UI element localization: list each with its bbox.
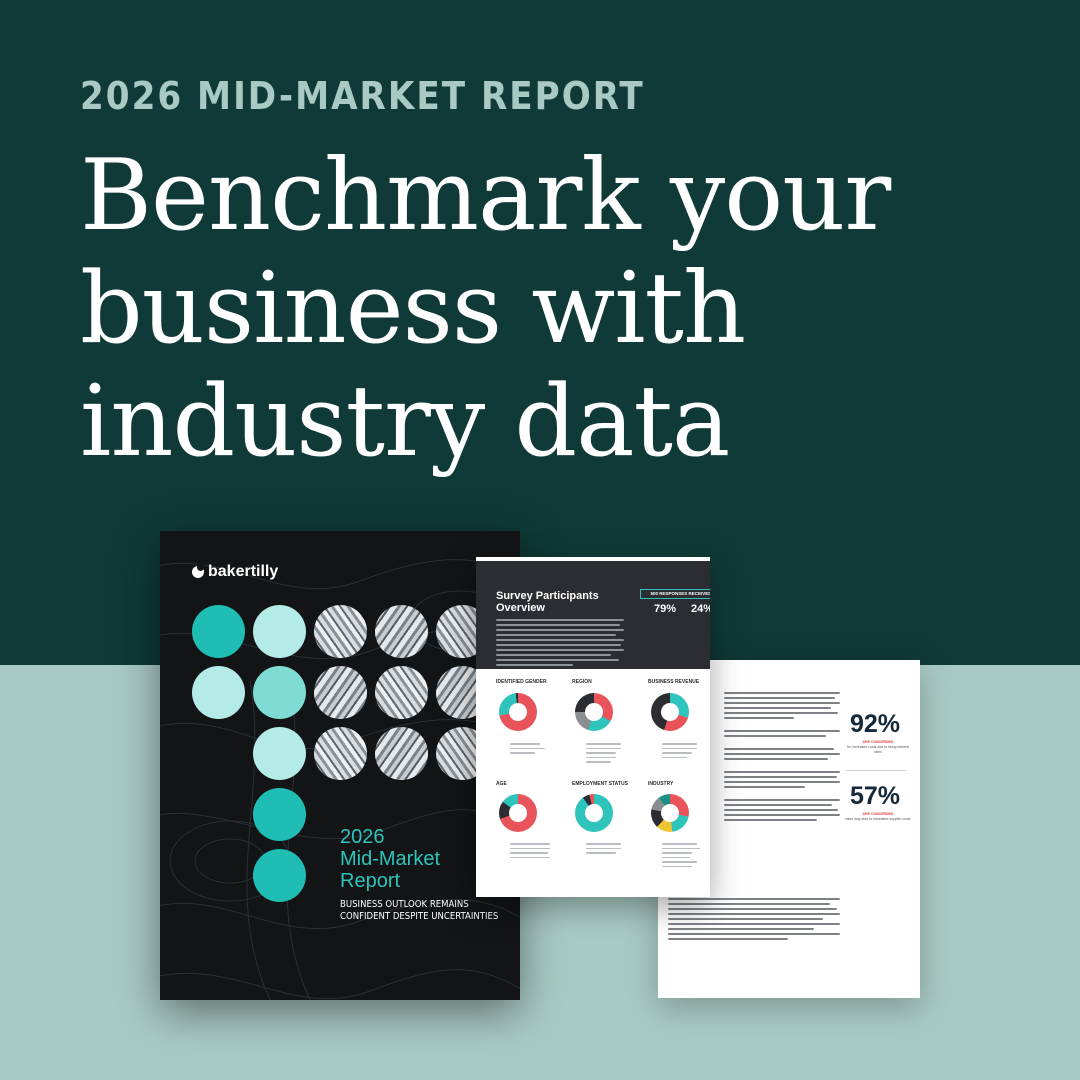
company-logo: bakertilly — [192, 563, 278, 581]
chart-legend — [510, 843, 560, 861]
logo-text: bakertilly — [208, 563, 279, 580]
report-eyebrow: 2026 MID-MARKET REPORT — [80, 74, 645, 118]
cover-subtitle: BUSINESS OUTLOOK REMAINS CONFIDENT DESPI… — [340, 899, 499, 922]
teal-dot — [192, 666, 245, 719]
stat-value: 92% — [850, 710, 901, 738]
architecture-photo-dot — [375, 605, 428, 658]
cover-title: 2026 Mid-Market Report — [340, 826, 441, 892]
chart-label: EMPLOYMENT STATUS — [572, 781, 628, 787]
stat-caption: ARE CONCERNED rates may lead to increase… — [845, 812, 911, 821]
chart-legend — [662, 843, 710, 870]
chart-legend — [586, 743, 636, 766]
architecture-photo-dot — [314, 727, 367, 780]
headline-line-3: industry data — [80, 365, 730, 479]
teal-dot — [253, 849, 306, 902]
donut-chart-industry — [651, 794, 689, 832]
body-text-block — [668, 898, 840, 943]
chart-label: REGION — [572, 679, 592, 685]
donut-chart-age — [499, 794, 537, 832]
body-text-block — [496, 619, 624, 669]
architecture-photo-dot — [314, 605, 367, 658]
chart-legend — [662, 743, 710, 761]
stat-value: 57% — [850, 782, 901, 810]
donut-chart-revenue — [651, 693, 689, 731]
survey-page: Survey Participants Overview 500 RESPONS… — [476, 557, 710, 897]
donut-chart-gender — [499, 693, 537, 731]
logo-mark-icon — [192, 563, 204, 578]
teal-dot — [253, 727, 306, 780]
headline-line-1: Benchmark your — [80, 139, 891, 253]
responses-badge: 500 RESPONSES RECEIVED — [640, 589, 710, 599]
body-text-block — [724, 692, 840, 824]
architecture-photo-dot — [314, 666, 367, 719]
teal-dot — [192, 605, 245, 658]
survey-page-title: Survey Participants Overview — [496, 590, 599, 614]
donut-chart-region — [575, 693, 613, 731]
teal-dot — [253, 788, 306, 841]
headline-line-2: business with — [80, 252, 746, 366]
chart-legend — [586, 843, 636, 857]
headline: Benchmark your business with industry da… — [80, 140, 1030, 479]
chart-legend — [510, 743, 560, 757]
teal-dot — [253, 666, 306, 719]
teal-dot — [253, 605, 306, 658]
chart-label: INDUSTRY — [648, 781, 674, 787]
chart-label: IDENTIFIED GENDER — [496, 679, 547, 685]
divider — [846, 770, 906, 771]
architecture-photo-dot — [375, 666, 428, 719]
survey-page-header: Survey Participants Overview 500 RESPONS… — [476, 557, 710, 669]
report-cover: bakertilly 2026 Mid-Market Report BUSINE… — [160, 531, 520, 1000]
donut-chart-employment — [575, 794, 613, 832]
chart-label: BUSINESS REVENUE — [648, 679, 700, 685]
stat-value: 79% — [654, 603, 677, 615]
architecture-photo-dot — [375, 727, 428, 780]
stat-value: 24% — [691, 603, 710, 615]
chart-label: AGE — [496, 781, 507, 787]
stat-caption: ARE CONCERNED for increased costs due to… — [847, 740, 909, 754]
